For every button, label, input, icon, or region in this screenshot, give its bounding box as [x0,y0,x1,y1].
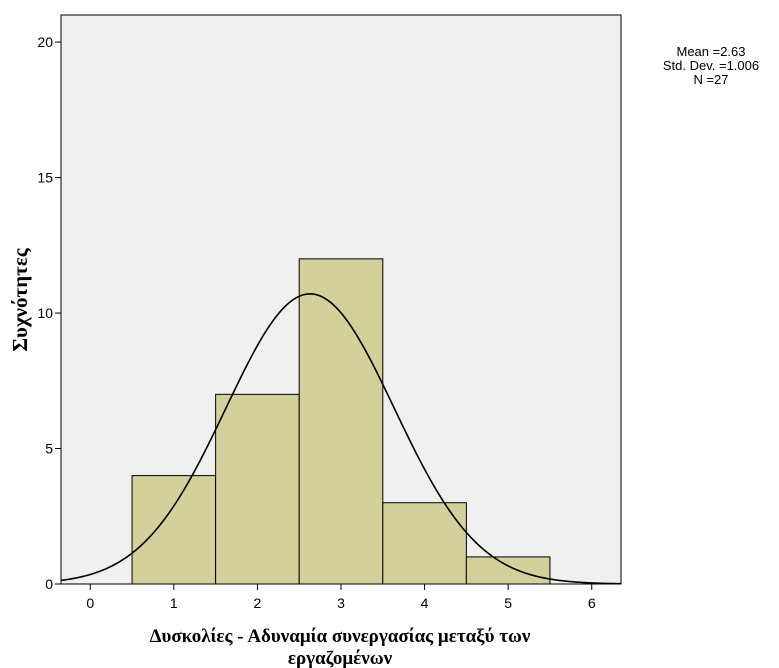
histogram-bar-4 [382,502,467,585]
histogram-bar-3 [298,258,384,585]
x-axis-label-line-1: Δυσκολίες - Αδυναμία συνεργασίας μεταξύ … [150,626,531,647]
normal-curve [60,293,622,585]
stats-mean: Mean =2.63 [676,44,745,59]
x-tick-label: 1 [170,595,178,611]
histogram-bar-1 [131,475,217,585]
y-axis-label: Συχνότητες [8,247,32,351]
y-tick-label: 5 [45,441,53,457]
x-axis-label-line-2: εργαζομένων [288,648,393,668]
x-tick-label: 0 [86,595,94,611]
y-tick-label: 20 [37,34,53,50]
x-tick-label: 4 [421,595,429,611]
histogram-bar-2 [215,393,300,585]
stats-std-dev: Std. Dev. =1.006 [663,58,759,73]
x-tick-label: 5 [504,595,512,611]
x-tick-label: 3 [337,595,345,611]
histogram-bar-5 [465,556,551,585]
y-tick-label: 10 [37,305,53,321]
y-axis-ticks: 0 5 10 15 20 [37,34,61,592]
x-axis-ticks: 0 1 2 3 4 5 6 [86,584,596,611]
y-tick-label: 0 [45,576,53,592]
y-tick-label: 15 [37,170,53,186]
stats-n: N =27 [693,72,728,87]
x-tick-label: 2 [254,595,262,611]
x-tick-label: 6 [588,595,596,611]
